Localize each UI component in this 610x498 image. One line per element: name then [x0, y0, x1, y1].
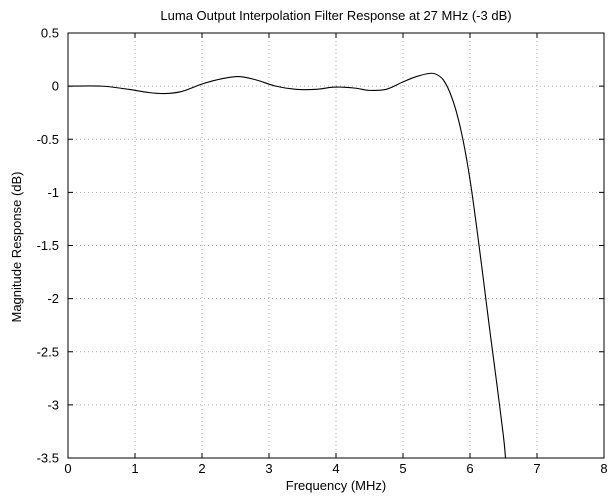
y-tick-label: -2: [47, 291, 59, 306]
grid: [68, 33, 604, 458]
chart-title: Luma Output Interpolation Filter Respons…: [160, 8, 511, 23]
x-tick-label: 5: [399, 461, 406, 476]
y-tick-label: -1: [47, 185, 59, 200]
x-tick-label: 0: [64, 461, 71, 476]
x-tick-label: 6: [466, 461, 473, 476]
x-tick-label: 1: [131, 461, 138, 476]
x-tick-label: 4: [332, 461, 339, 476]
y-tick-label: 0.5: [41, 26, 59, 41]
y-axis-label: Magnitude Response (dB): [9, 171, 24, 322]
x-tick-label: 7: [533, 461, 540, 476]
y-tick-label: -3.5: [37, 451, 59, 466]
x-tick-label: 3: [265, 461, 272, 476]
series-line: [67, 72, 507, 459]
y-tick-label: -3: [47, 397, 59, 412]
x-tick-label: 2: [198, 461, 205, 476]
y-tick-label: -1.5: [37, 238, 59, 253]
x-axis-label: Frequency (MHz): [286, 478, 386, 493]
series-layer: [67, 72, 507, 459]
x-tick-labels: 0 1 2 3 4 5 6 7 8: [64, 461, 607, 476]
y-tick-label: -2.5: [37, 344, 59, 359]
y-tick-label: -0.5: [37, 132, 59, 147]
y-tick-label: 0: [52, 79, 59, 94]
y-tick-labels: 0.5 0 -0.5 -1 -1.5 -2 -2.5 -3 -3.5: [37, 26, 59, 466]
x-tick-label: 8: [600, 461, 607, 476]
plot-frame: [67, 32, 605, 459]
